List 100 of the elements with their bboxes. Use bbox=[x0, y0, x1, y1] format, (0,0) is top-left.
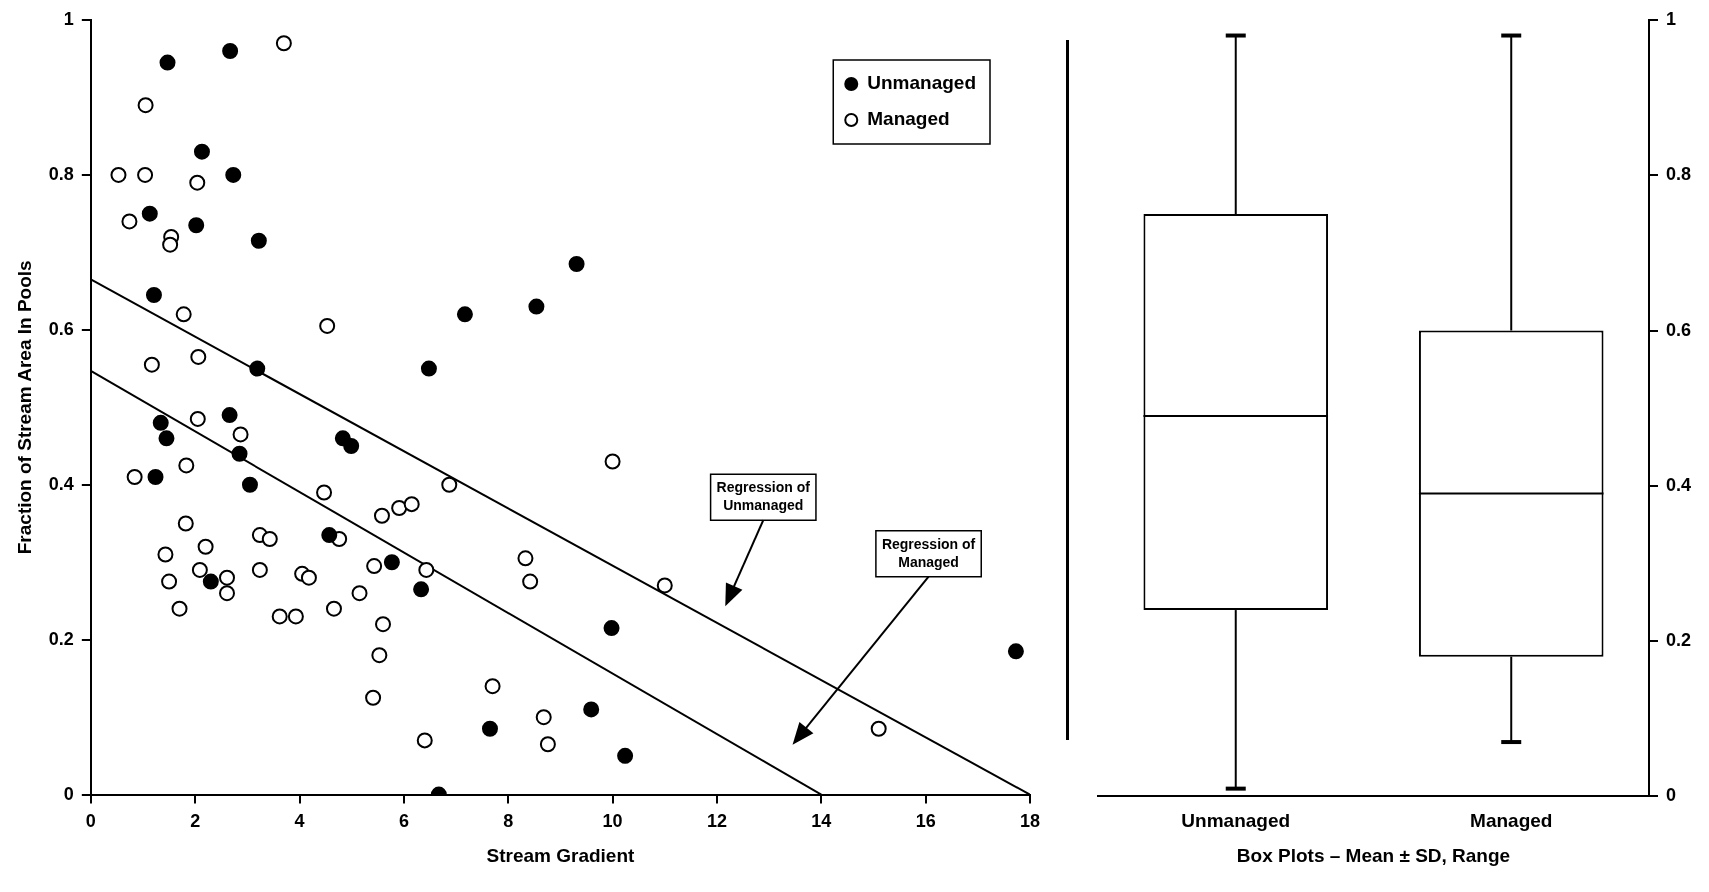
point bbox=[251, 561, 268, 578]
point bbox=[300, 569, 317, 586]
point bbox=[420, 360, 437, 377]
point bbox=[137, 97, 154, 114]
point bbox=[241, 476, 258, 493]
point bbox=[604, 453, 621, 470]
x-tick-label: 6 bbox=[398, 811, 409, 832]
point bbox=[413, 581, 430, 598]
point bbox=[261, 530, 278, 547]
y-tick-label: 1 bbox=[63, 8, 74, 29]
point bbox=[193, 143, 210, 160]
x-tick-label: 12 bbox=[706, 811, 727, 832]
point bbox=[517, 550, 534, 567]
y-tick-label: 0 bbox=[63, 783, 74, 804]
x-tick-label: 0 bbox=[85, 811, 96, 832]
point bbox=[287, 608, 304, 625]
point bbox=[190, 348, 207, 365]
x-tick-label: 18 bbox=[1019, 811, 1041, 832]
point bbox=[351, 585, 368, 602]
point bbox=[418, 561, 435, 578]
point bbox=[275, 35, 292, 52]
point bbox=[171, 600, 188, 617]
point bbox=[539, 736, 556, 753]
x-tick-label: Managed bbox=[1470, 810, 1553, 832]
point bbox=[365, 689, 382, 706]
x-tick-label: 2 bbox=[190, 811, 201, 832]
point bbox=[343, 438, 360, 455]
point bbox=[232, 426, 249, 443]
point bbox=[319, 317, 336, 334]
point bbox=[188, 217, 205, 234]
point bbox=[189, 174, 206, 191]
point bbox=[137, 166, 154, 183]
y-axis-title: Fraction of Stream Area In Pools bbox=[13, 260, 35, 555]
point bbox=[383, 554, 400, 571]
y-tick-label: 1 bbox=[1665, 8, 1676, 29]
point bbox=[366, 558, 383, 575]
point bbox=[202, 573, 219, 590]
point bbox=[250, 232, 267, 249]
point bbox=[583, 701, 600, 718]
x-tick-label: 4 bbox=[294, 811, 305, 832]
y-tick-label: 0.4 bbox=[48, 473, 74, 494]
y-tick-label: 0.6 bbox=[48, 318, 74, 339]
point bbox=[147, 469, 164, 486]
x-axis-title: Box Plots – Mean ± SD, Range bbox=[1236, 844, 1511, 866]
point bbox=[161, 573, 178, 590]
point bbox=[535, 709, 552, 726]
x-tick-label: 10 bbox=[602, 811, 623, 832]
point bbox=[219, 585, 235, 602]
point bbox=[121, 213, 138, 230]
y-tick-label: 0.2 bbox=[1665, 630, 1692, 651]
point bbox=[177, 515, 194, 532]
point bbox=[219, 569, 235, 586]
point bbox=[141, 205, 158, 222]
point bbox=[522, 573, 539, 590]
point bbox=[456, 306, 473, 323]
point bbox=[1007, 643, 1024, 660]
point bbox=[403, 496, 420, 513]
point bbox=[162, 236, 179, 253]
point bbox=[416, 732, 433, 749]
point bbox=[391, 500, 408, 516]
point bbox=[484, 678, 501, 695]
point bbox=[528, 298, 545, 315]
point bbox=[157, 546, 174, 563]
point bbox=[126, 469, 143, 486]
point bbox=[178, 457, 195, 474]
point bbox=[225, 166, 242, 183]
y-tick-label: 0.4 bbox=[1665, 474, 1692, 495]
point bbox=[221, 407, 238, 424]
point bbox=[222, 42, 239, 59]
point bbox=[152, 414, 169, 431]
point bbox=[441, 476, 458, 493]
point bbox=[603, 620, 620, 637]
point bbox=[189, 410, 206, 427]
point bbox=[158, 430, 175, 447]
x-tick-label: 14 bbox=[811, 811, 832, 832]
point bbox=[191, 561, 208, 578]
point bbox=[231, 445, 248, 462]
point bbox=[316, 484, 333, 501]
y-tick-label: 0.2 bbox=[48, 628, 74, 649]
point bbox=[321, 527, 338, 544]
x-tick-label: 8 bbox=[503, 811, 514, 832]
point bbox=[325, 600, 342, 617]
point bbox=[617, 747, 634, 764]
point bbox=[249, 360, 266, 377]
x-tick-label: 16 bbox=[915, 811, 936, 832]
point bbox=[145, 286, 162, 303]
y-tick-label: 0.6 bbox=[1665, 319, 1692, 340]
point bbox=[870, 720, 887, 737]
point bbox=[197, 538, 214, 555]
point bbox=[110, 166, 127, 183]
annotation: Regression of Unmanaged bbox=[716, 479, 811, 514]
legend-label: Unmanaged bbox=[867, 72, 977, 94]
y-tick-label: 0.8 bbox=[48, 163, 74, 184]
y-tick-label: 0 bbox=[1665, 785, 1676, 806]
point bbox=[143, 356, 160, 373]
point bbox=[373, 507, 390, 524]
point bbox=[375, 616, 392, 633]
x-tick-label: Unmanaged bbox=[1181, 810, 1291, 832]
point bbox=[371, 647, 388, 664]
point bbox=[568, 256, 585, 272]
